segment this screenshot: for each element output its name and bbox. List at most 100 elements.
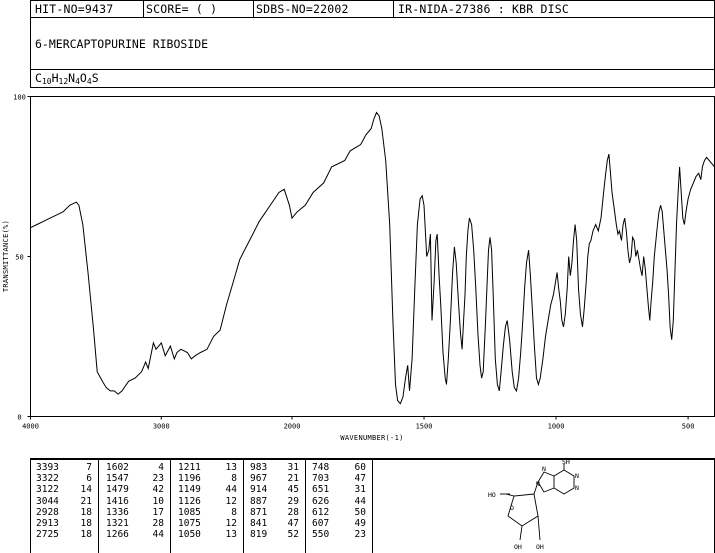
peak-row: 887 29 [250, 496, 299, 507]
y-tick-label: 100 [13, 94, 26, 102]
structure-label: N [575, 472, 579, 480]
peak-row: 1321 28 [106, 518, 164, 529]
peak-transmittance: 31 [354, 484, 366, 496]
peak-wavenumber: 967 [250, 473, 268, 485]
peak-wavenumber: 1050 [178, 529, 201, 541]
peak-transmittance: 44 [354, 495, 366, 507]
peak-wavenumber: 3393 [36, 462, 59, 473]
peak-row: 1149 44 [178, 484, 237, 495]
peak-wavenumber: 841 [250, 518, 268, 530]
structure-label: O [510, 504, 514, 512]
peak-wavenumber: 1211 [178, 462, 201, 473]
divider [243, 459, 244, 553]
peak-transmittance: 10 [152, 495, 164, 507]
structure-label: N [542, 465, 546, 473]
peak-row: 1050 13 [178, 529, 237, 540]
molecular-structure-image: SH N N N N O HO OH OH [488, 460, 579, 551]
peak-row: 2913 18 [36, 518, 92, 529]
peak-transmittance: 21 [80, 495, 92, 507]
peak-transmittance: 12 [225, 495, 237, 507]
structure-label: SH [562, 460, 570, 466]
peak-wavenumber: 1266 [106, 529, 129, 541]
peak-transmittance: 31 [287, 462, 299, 473]
formula-part: 4 [75, 77, 80, 86]
peak-wavenumber: 1075 [178, 518, 201, 530]
formula-part: C [35, 71, 42, 85]
peak-transmittance: 14 [80, 484, 92, 496]
peak-transmittance: 49 [354, 518, 366, 530]
peak-row: 1085 8 [178, 507, 237, 518]
ir-spectrum-chart: 4000 3000 2000 1500 1000 500 0 50 100 WAVENUMBER… [2, 94, 715, 442]
peak-wavenumber: 871 [250, 506, 268, 518]
peak-wavenumber: 1336 [106, 506, 129, 518]
x-tick-label: 1500 [416, 423, 433, 431]
peak-transmittance: 52 [287, 529, 299, 541]
structure-label: HO [488, 491, 496, 499]
peak-transmittance: 18 [80, 506, 92, 518]
header-divider [143, 1, 144, 18]
formula-part: O [79, 71, 87, 85]
peak-transmittance: 8 [231, 473, 237, 485]
divider [30, 458, 715, 459]
peak-wavenumber: 1416 [106, 495, 129, 507]
structure-label: N [575, 484, 579, 492]
peak-wavenumber: 703 [312, 473, 330, 485]
peak-row: 1196 8 [178, 473, 237, 484]
peak-table-column: 3393 7 3322 6 3122 14 3044 21 2928 18 2913 18 2725 18 [36, 462, 92, 540]
peak-transmittance: 13 [225, 462, 237, 473]
peak-transmittance: 28 [287, 506, 299, 518]
compound-box: 6-MERCAPTOPURINE RIBOSIDE C10H12N4O4S [30, 17, 715, 88]
peak-wavenumber: 2928 [36, 506, 59, 518]
peak-table-column: 1602 4 1547 23 1479 42 1416 10 1336 17 1321 28 1266 4… [106, 462, 164, 540]
divider [305, 459, 306, 553]
peak-row: 983 31 [250, 462, 299, 473]
peak-wavenumber: 914 [250, 484, 268, 496]
y-tick-label: 50 [15, 254, 23, 262]
peak-wavenumber: 2913 [36, 518, 59, 530]
peak-transmittance: 47 [354, 473, 366, 485]
peak-wavenumber: 2725 [36, 529, 59, 541]
peak-wavenumber: 1149 [178, 484, 201, 496]
x-axis-label: WAVENUMBER(-1) [340, 434, 403, 442]
divider [372, 459, 373, 553]
peak-wavenumber: 887 [250, 495, 268, 507]
peak-wavenumber: 1479 [106, 484, 129, 496]
peak-wavenumber: 3122 [36, 484, 59, 496]
peak-row: 626 44 [312, 496, 366, 507]
peak-table-column: 983 31 967 21 914 45 887 29 871 28 841 47 819 52 [250, 462, 299, 540]
peak-transmittance: 18 [80, 529, 92, 541]
formula-part: N [68, 71, 76, 85]
ir-info: IR-NIDA-27386 : KBR DISC [398, 2, 569, 16]
peak-row: 1126 12 [178, 496, 237, 507]
peak-wavenumber: 1196 [178, 473, 201, 485]
structure-label: N [536, 480, 540, 488]
peak-wavenumber: 1547 [106, 473, 129, 485]
peak-wavenumber: 550 [312, 529, 330, 541]
peak-transmittance: 7 [86, 462, 92, 473]
peak-wavenumber: 607 [312, 518, 330, 530]
peak-wavenumber: 612 [312, 506, 330, 518]
peak-wavenumber: 3044 [36, 495, 59, 507]
peak-wavenumber: 1126 [178, 495, 201, 507]
peak-transmittance: 45 [287, 484, 299, 496]
formula-part: H [51, 71, 59, 85]
y-axis-label: TRANSMITTANCE(%) [2, 220, 10, 292]
peak-transmittance: 17 [152, 506, 164, 518]
spectrum-series-line [30, 111, 715, 405]
formula-part: S [91, 71, 99, 85]
hit-number: HIT-NO=9437 [35, 2, 114, 16]
peak-wavenumber: 1085 [178, 506, 201, 518]
peak-row: 914 45 [250, 484, 299, 495]
x-tick-label: 4000 [22, 423, 39, 431]
sdbs-number: SDBS-NO=22002 [256, 2, 349, 16]
formula-part: 4 [86, 77, 92, 86]
peak-row: 1075 12 [178, 518, 237, 529]
peak-row: 1547 23 [106, 473, 164, 484]
peak-row: 651 31 [312, 484, 366, 495]
score-field: SCORE= ( ) [146, 2, 218, 16]
peak-wavenumber: 3322 [36, 473, 59, 485]
divider [170, 459, 171, 553]
peak-row: 2928 18 [36, 507, 92, 518]
peak-transmittance: 47 [287, 518, 299, 530]
peak-wavenumber: 748 [312, 462, 330, 473]
